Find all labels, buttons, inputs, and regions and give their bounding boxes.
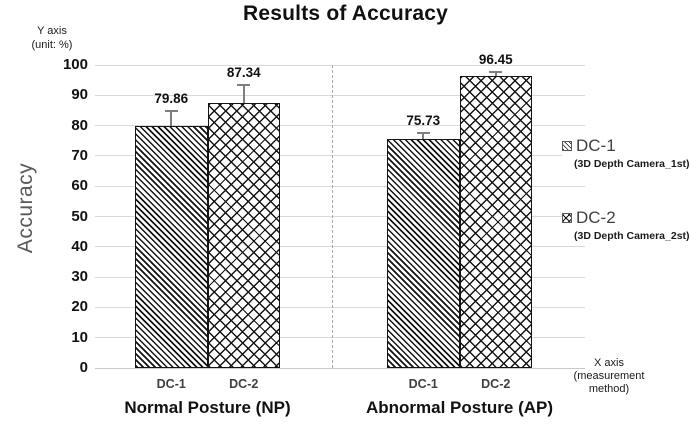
legend-label-dc2: DC-2 bbox=[576, 208, 616, 227]
error-bar-cap-dc2-ap bbox=[489, 70, 503, 73]
error-bar-dc1-ap bbox=[422, 133, 425, 139]
error-bar-dc2-ap bbox=[494, 71, 497, 76]
y-tick-label-100: 100 bbox=[62, 56, 88, 73]
plot-area: 0 10 20 30 40 50 60 70 80 90 100 79.86 DC-1 87.34 DC-2… bbox=[63, 52, 585, 417]
value-label-dc1-ap: 75.73 bbox=[406, 113, 441, 129]
gridline-50 bbox=[95, 216, 585, 217]
error-bar-cap-dc2-np bbox=[237, 84, 251, 87]
x-axis-note-line2: (measurement bbox=[573, 370, 645, 382]
x-axis-note-line1: X axis bbox=[594, 357, 624, 369]
y-tick-label-80: 80 bbox=[71, 116, 88, 134]
x-tick-label-dc2-np: DC-2 bbox=[229, 377, 259, 391]
x-axis-note: X axis (measurement method) bbox=[566, 357, 652, 396]
y-tick-label-90: 90 bbox=[71, 86, 88, 104]
legend-item-dc2: DC-2 (3D Depth Camera_2st) bbox=[562, 208, 690, 242]
x-tick-label-dc1-np: DC-1 bbox=[156, 377, 186, 391]
value-label-dc1-np: 79.86 bbox=[154, 90, 189, 106]
x-tick-label-dc2-ap: DC-2 bbox=[481, 377, 511, 391]
gridline-20 bbox=[95, 306, 585, 308]
gridline-40 bbox=[95, 246, 585, 248]
error-bar-cap-dc1-ap bbox=[416, 132, 430, 135]
y-tick-label-40: 40 bbox=[71, 237, 88, 255]
bar-dc1-ap bbox=[387, 138, 460, 368]
group-label-np: Normal Posture (NP) bbox=[124, 398, 291, 417]
y-tick-label-70: 70 bbox=[71, 146, 88, 164]
chart-title: Results of Accuracy bbox=[243, 2, 448, 25]
gridline-90 bbox=[95, 94, 585, 96]
gridline-100 bbox=[95, 64, 585, 66]
error-bar-dc1-np bbox=[170, 110, 173, 126]
value-label-dc2-np: 87.34 bbox=[226, 65, 261, 81]
gridline-60 bbox=[95, 185, 585, 187]
legend-desc-dc2: (3D Depth Camera_2st) bbox=[574, 230, 690, 242]
bar-dc1-np bbox=[135, 126, 208, 368]
group-divider-dashed-line bbox=[332, 65, 333, 368]
dc2-pattern-swatch-icon bbox=[562, 213, 572, 223]
group-label-ap: Abnormal Posture (AP) bbox=[365, 398, 554, 417]
y-tick-label-0: 0 bbox=[79, 359, 88, 376]
gridline-30 bbox=[95, 276, 585, 278]
gridline-10 bbox=[95, 337, 585, 339]
y-tick-label-60: 60 bbox=[71, 177, 88, 195]
legend: DC-1 (3D Depth Camera_1st) DC-2 (3D Dept… bbox=[562, 136, 690, 280]
legend-label-dc1: DC-1 bbox=[576, 136, 616, 155]
y-axis-note: Y axis (unit: %) bbox=[10, 24, 94, 52]
y-tick-label-20: 20 bbox=[71, 298, 88, 316]
legend-desc-dc1: (3D Depth Camera_1st) bbox=[574, 158, 690, 170]
dc1-pattern-swatch-icon bbox=[562, 141, 572, 151]
error-bar-dc2-np bbox=[242, 85, 245, 104]
y-tick-label-50: 50 bbox=[71, 207, 88, 225]
value-label-dc2-ap: 96.45 bbox=[478, 51, 513, 67]
y-axis-note-line2: (unit: %) bbox=[31, 39, 73, 51]
bar-dc2-ap bbox=[459, 75, 532, 368]
y-tick-label-10: 10 bbox=[71, 328, 88, 346]
y-axis-note-line1: Y axis bbox=[37, 25, 67, 37]
legend-item-dc1: DC-1 (3D Depth Camera_1st) bbox=[562, 136, 690, 170]
gridline-70 bbox=[95, 155, 585, 157]
gridline-0 bbox=[95, 368, 585, 369]
x-tick-label-dc1-ap: DC-1 bbox=[408, 377, 438, 391]
bar-dc2-np bbox=[207, 103, 280, 368]
y-tick-label-30: 30 bbox=[71, 268, 88, 286]
error-bar-cap-dc1-np bbox=[164, 109, 178, 112]
gridline-80 bbox=[95, 125, 585, 127]
x-axis-note-line3: method) bbox=[588, 383, 630, 395]
